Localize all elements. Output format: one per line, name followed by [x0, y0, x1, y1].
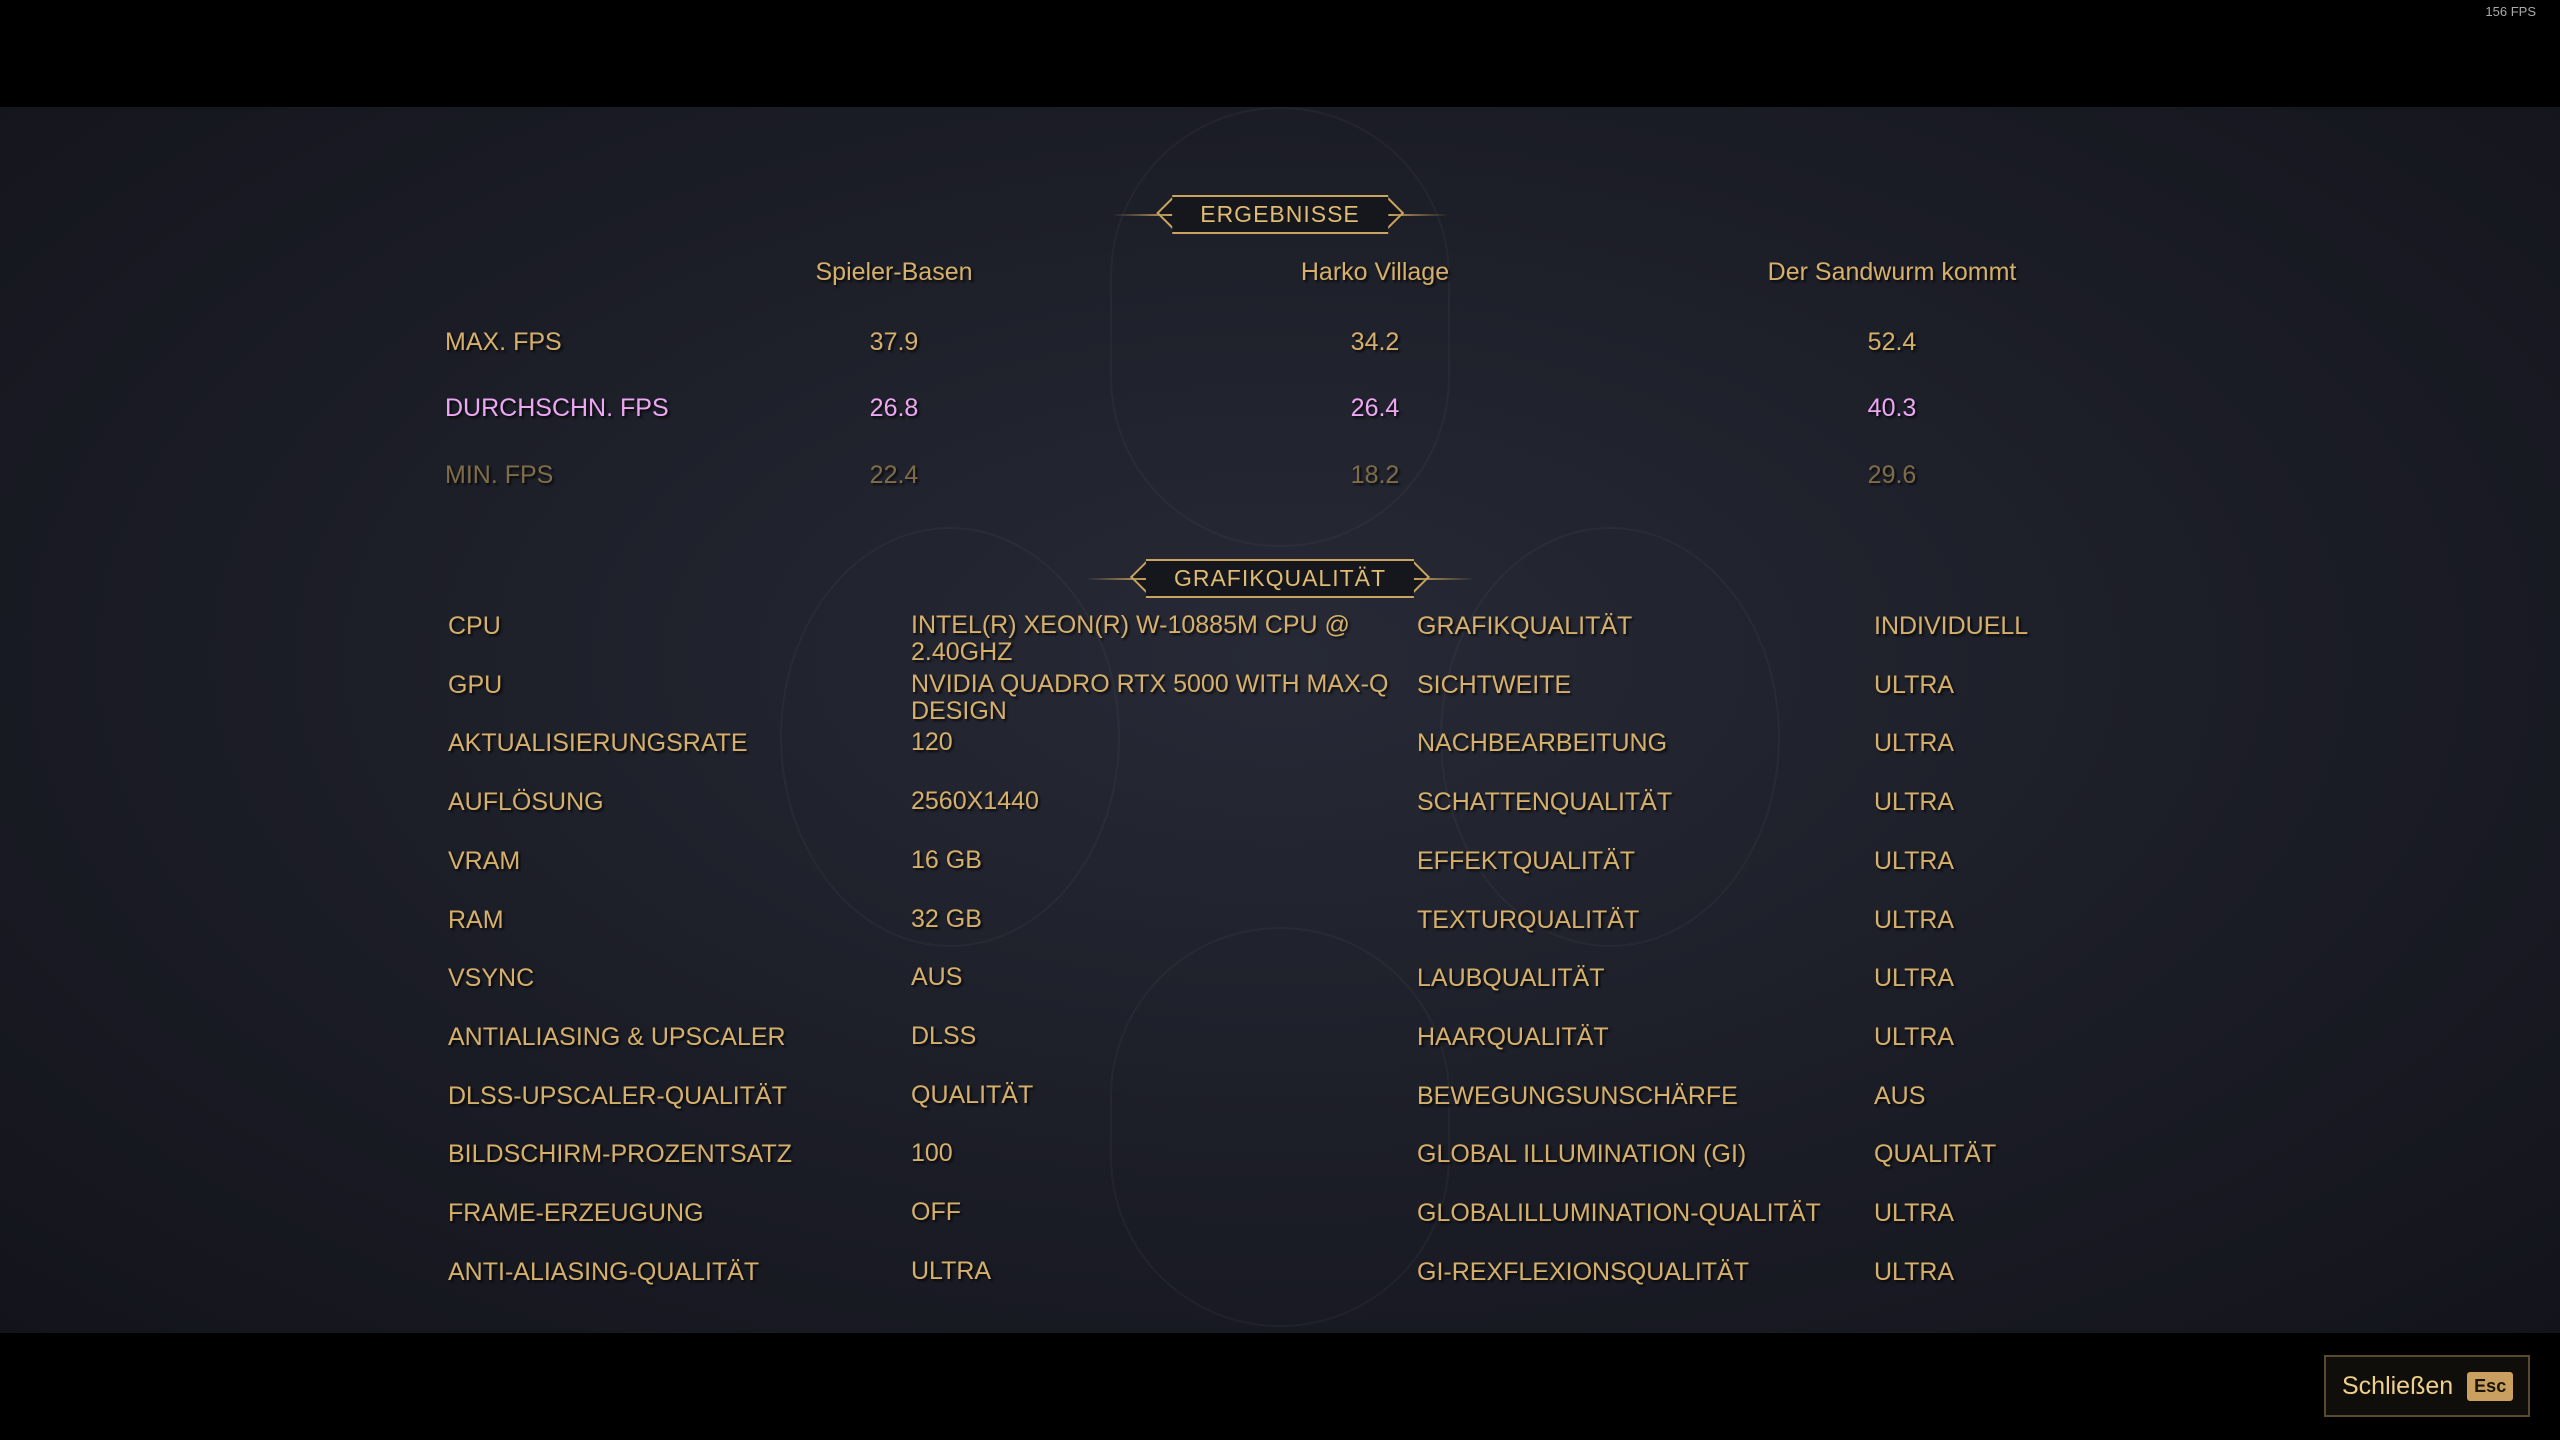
setting-value: AUS: [1874, 1081, 1926, 1110]
results-value: 18.2: [1350, 461, 1400, 489]
setting-label: GLOBALILLUMINATION-QUALITÄT: [1417, 1199, 1821, 1227]
setting-value: ULTRA: [1874, 788, 1955, 817]
setting-label: GRAFIKQUALITÄT: [1417, 612, 1633, 640]
setting-label: GI-REXFLEXIONSQUALITÄT: [1417, 1257, 1750, 1286]
setting-label: ANTIALIASING & UPSCALER: [448, 1022, 786, 1051]
setting-value: NVIDIA QUADRO RTX 5000 WITH MAX-Q DESIGN: [911, 669, 1389, 725]
setting-label: VSYNC: [448, 964, 535, 993]
setting-value: DLSS: [911, 1021, 977, 1050]
close-label: Schließen: [2342, 1371, 2454, 1400]
setting-label: BILDSCHIRM-PROZENTSATZ: [448, 1140, 792, 1169]
setting-label: SCHATTENQUALITÄT: [1417, 788, 1673, 817]
setting-value: ULTRA: [1874, 964, 1955, 993]
results-value: 26.4: [1350, 394, 1400, 422]
setting-label: NACHBEARBEITUNG: [1417, 729, 1668, 758]
results-value: 52.4: [1867, 328, 1917, 356]
setting-value: 120: [911, 728, 953, 757]
results-row-label: MAX. FPS: [445, 328, 562, 356]
setting-value: AUS: [911, 963, 963, 992]
setting-label: FRAME-ERZEUGUNG: [448, 1199, 704, 1227]
fps-counter: 156 FPS: [2485, 4, 2536, 19]
setting-value: 2560X1440: [911, 787, 1039, 816]
setting-label: SICHTWEITE: [1417, 670, 1572, 699]
setting-label: BEWEGUNGSUNSCHÄRFE: [1417, 1081, 1738, 1110]
esc-key-hint: Esc: [2467, 1371, 2514, 1401]
setting-value: INDIVIDUELL: [1874, 612, 2029, 640]
setting-value: QUALITÄT: [1874, 1140, 1997, 1169]
setting-value: ULTRA: [1874, 670, 1955, 699]
setting-label: DLSS-UPSCALER-QUALITÄT: [448, 1081, 787, 1110]
setting-label: ANTI-ALIASING-QUALITÄT: [448, 1257, 760, 1286]
benchmark-results-panel: ERGEBNISSE GRAFIKQUALITÄT Spieler-Basen H…: [0, 107, 2560, 1333]
setting-label: GLOBAL ILLUMINATION (GI): [1417, 1140, 1747, 1169]
results-column-header: Harko Village: [1300, 258, 1450, 286]
setting-label: TEXTURQUALITÄT: [1417, 905, 1640, 934]
setting-value: ULTRA: [1874, 905, 1955, 934]
setting-label: AUFLÖSUNG: [448, 788, 604, 817]
results-value: 26.8: [869, 394, 919, 422]
results-column-header: Der Sandwurm kommt: [1767, 258, 2017, 286]
graphics-header: GRAFIKQUALITÄT: [1085, 559, 1475, 598]
results-value: 37.9: [869, 328, 919, 356]
setting-value: ULTRA: [1874, 1022, 1955, 1051]
setting-label: LAUBQUALITÄT: [1417, 964, 1605, 993]
setting-value: 32 GB: [911, 904, 982, 933]
results-row-label: MIN. FPS: [445, 461, 554, 489]
setting-value: QUALITÄT: [911, 1080, 1034, 1109]
setting-label: GPU: [448, 670, 503, 699]
results-title: ERGEBNISSE: [1172, 195, 1388, 234]
setting-label: EFFEKTQUALITÄT: [1417, 846, 1636, 875]
setting-label: AKTUALISIERUNGSRATE: [448, 729, 748, 758]
results-column-header: Spieler-Basen: [815, 258, 973, 286]
setting-value: ULTRA: [911, 1256, 992, 1285]
graphics-title: GRAFIKQUALITÄT: [1145, 559, 1415, 598]
results-value: 22.4: [869, 461, 919, 489]
setting-value: INTEL(R) XEON(R) W-10885M CPU @ 2.40GHZ: [911, 611, 1350, 666]
setting-label: CPU: [448, 612, 501, 640]
setting-label: VRAM: [448, 846, 521, 875]
setting-value: ULTRA: [1874, 729, 1955, 758]
results-value: 40.3: [1867, 394, 1917, 422]
setting-label: HAARQUALITÄT: [1417, 1022, 1609, 1051]
close-button[interactable]: Schließen Esc: [2324, 1355, 2530, 1417]
results-value: 34.2: [1350, 328, 1400, 356]
results-row-label: DURCHSCHN. FPS: [445, 394, 669, 422]
setting-value: 16 GB: [911, 845, 982, 874]
setting-value: 100: [911, 1139, 953, 1168]
setting-value: OFF: [911, 1198, 961, 1226]
results-value: 29.6: [1867, 461, 1917, 489]
setting-value: ULTRA: [1874, 846, 1955, 875]
setting-label: RAM: [448, 905, 504, 934]
setting-value: ULTRA: [1874, 1257, 1955, 1286]
results-header: ERGEBNISSE: [1112, 195, 1448, 234]
setting-value: ULTRA: [1874, 1199, 1955, 1227]
